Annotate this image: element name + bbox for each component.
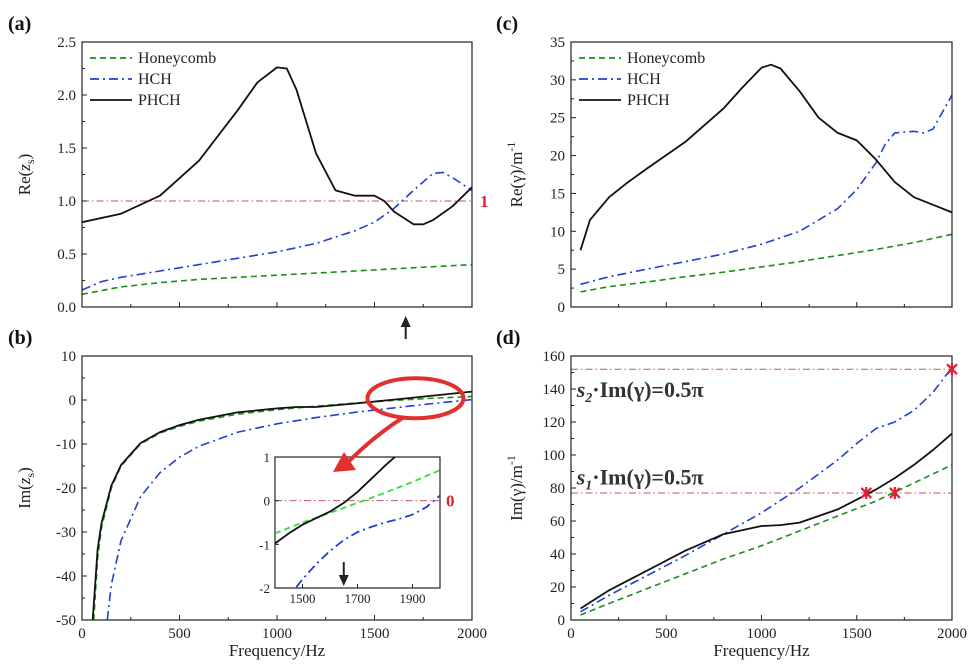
inset-series-line	[275, 457, 397, 545]
x-tick-label: 0	[567, 626, 575, 642]
x-tick-label: 0	[78, 626, 86, 642]
y-tick-label: 30	[550, 73, 565, 89]
series-line-hch	[106, 398, 472, 620]
y-tick-label: 1.0	[57, 194, 76, 210]
inset-y-tick-label: 0	[264, 494, 271, 509]
y-tick-label: 20	[550, 580, 565, 596]
series-line-honeycomb	[82, 263, 472, 296]
panel-label: (a)	[8, 13, 31, 35]
y-tick-label: 15	[550, 186, 565, 202]
legend-label: HCH	[138, 71, 172, 88]
y-tick-label: 0.0	[57, 300, 76, 316]
legend-label: Honeycomb	[627, 50, 705, 67]
x-tick-label: 1000	[747, 626, 777, 642]
reference-label: 1	[480, 192, 489, 211]
y-tick-label: 2.5	[57, 35, 76, 51]
y-tick-label: 0	[69, 393, 77, 409]
series-line-phch	[580, 432, 952, 610]
legend-label: HCH	[627, 71, 661, 88]
y-tick-label: 2.0	[57, 88, 76, 104]
legend-label: PHCH	[627, 92, 670, 109]
series-line-hch	[580, 367, 952, 613]
panel-label: (d)	[496, 327, 520, 349]
x-tick-label: 500	[168, 626, 191, 642]
y-tick-label: 40	[550, 547, 565, 563]
inset-x-tick-label: 1700	[345, 591, 371, 606]
y-tick-label: 140	[543, 382, 566, 398]
y-tick-label: 25	[550, 111, 565, 127]
up-arrow-head	[400, 316, 411, 327]
star-marker	[946, 363, 958, 376]
panel-label: (c)	[496, 13, 518, 35]
y-tick-label: 1.5	[57, 141, 76, 157]
y-axis-label: Im(γ)/m-1	[504, 455, 526, 521]
panel-a: (a) 1 0.0 0.5 1.0 1.5 2.0 2.5 Re(zs) Honeycomb HCH…	[8, 13, 489, 339]
x-tick-label: 2000	[937, 626, 967, 642]
x-axis-label: Frequency/Hz	[713, 641, 810, 660]
annotation-2: s1·Im(γ)=0.5π	[576, 464, 704, 493]
y-tick-label: 10	[61, 349, 76, 365]
x-axis-label: Frequency/Hz	[229, 641, 326, 660]
inset-reference-label: 0	[446, 492, 455, 511]
inset-y-tick-label: -1	[259, 537, 270, 552]
y-tick-label: -20	[56, 481, 76, 497]
series-line-phch	[579, 63, 952, 251]
y-tick-label: -10	[56, 437, 76, 453]
y-tick-label: 0.5	[57, 247, 76, 263]
y-tick-label: 5	[558, 262, 566, 278]
y-tick-label: -50	[56, 613, 76, 629]
series-line-hch	[580, 94, 952, 286]
x-tick-label: 2000	[457, 626, 487, 642]
inset-series	[275, 457, 440, 588]
x-tick-label: 500	[655, 626, 678, 642]
panel-c: (c) 0 5 10 15 20 25 30 35 Re(γ)/m-1 Honeycomb HCH PH…	[496, 13, 953, 316]
series-group	[580, 367, 952, 616]
series-line-phch	[82, 66, 472, 226]
inset-frame	[274, 456, 441, 589]
inset: 0 -2 -1 0 1 1500 1700 1900	[259, 450, 455, 606]
y-tick-label: 80	[550, 481, 565, 497]
y-tick-label: 35	[550, 35, 565, 51]
series-group	[579, 63, 952, 293]
y-axis-label: Im(zs)	[15, 467, 37, 509]
inset-x-tick-label: 1500	[290, 591, 316, 606]
star-marker	[889, 486, 901, 499]
x-tick-label: 1500	[842, 626, 872, 642]
y-axis-label: Re(γ)/m-1	[504, 142, 526, 208]
series-line-honeycomb	[580, 233, 952, 293]
inset-series-line	[294, 494, 440, 588]
legend-label: PHCH	[138, 92, 181, 109]
x-tick-label: 1000	[262, 626, 292, 642]
y-axis-label: Re(zs)	[15, 154, 37, 196]
highlight-arrow-head	[333, 452, 356, 472]
y-tick-label: 100	[543, 448, 566, 464]
star-marker	[860, 486, 873, 499]
y-tick-label: 10	[550, 224, 565, 240]
y-tick-label: 20	[550, 149, 565, 165]
inset-y-tick-label: -2	[259, 581, 270, 596]
y-tick-label: 0	[558, 613, 566, 629]
down-arrow-head	[338, 575, 349, 586]
highlight-ellipse	[365, 376, 466, 421]
annotation-1: s2·Im(γ)=0.5π	[576, 377, 704, 406]
y-tick-label: 60	[550, 514, 565, 530]
series-line-honeycomb	[580, 464, 952, 616]
series-group	[82, 66, 472, 296]
panel-label: (b)	[8, 327, 32, 349]
series-line-hch	[82, 171, 472, 291]
inset-y-tick-label: 1	[264, 450, 271, 465]
x-tick-label: 1500	[360, 626, 390, 642]
y-tick-label: 120	[543, 415, 566, 431]
highlight-arrow	[343, 415, 405, 467]
panel-d: (d) 0 20 40 60 80 100 120 140 160 0 500 1000 1500 2000…	[496, 327, 967, 660]
legend-label: Honeycomb	[138, 50, 216, 67]
y-tick-label: -30	[56, 525, 76, 541]
y-tick-label: 0	[558, 300, 566, 316]
inset-x-tick-label: 1900	[400, 591, 426, 606]
y-tick-label: -40	[56, 569, 76, 585]
y-tick-label: 160	[543, 349, 566, 365]
